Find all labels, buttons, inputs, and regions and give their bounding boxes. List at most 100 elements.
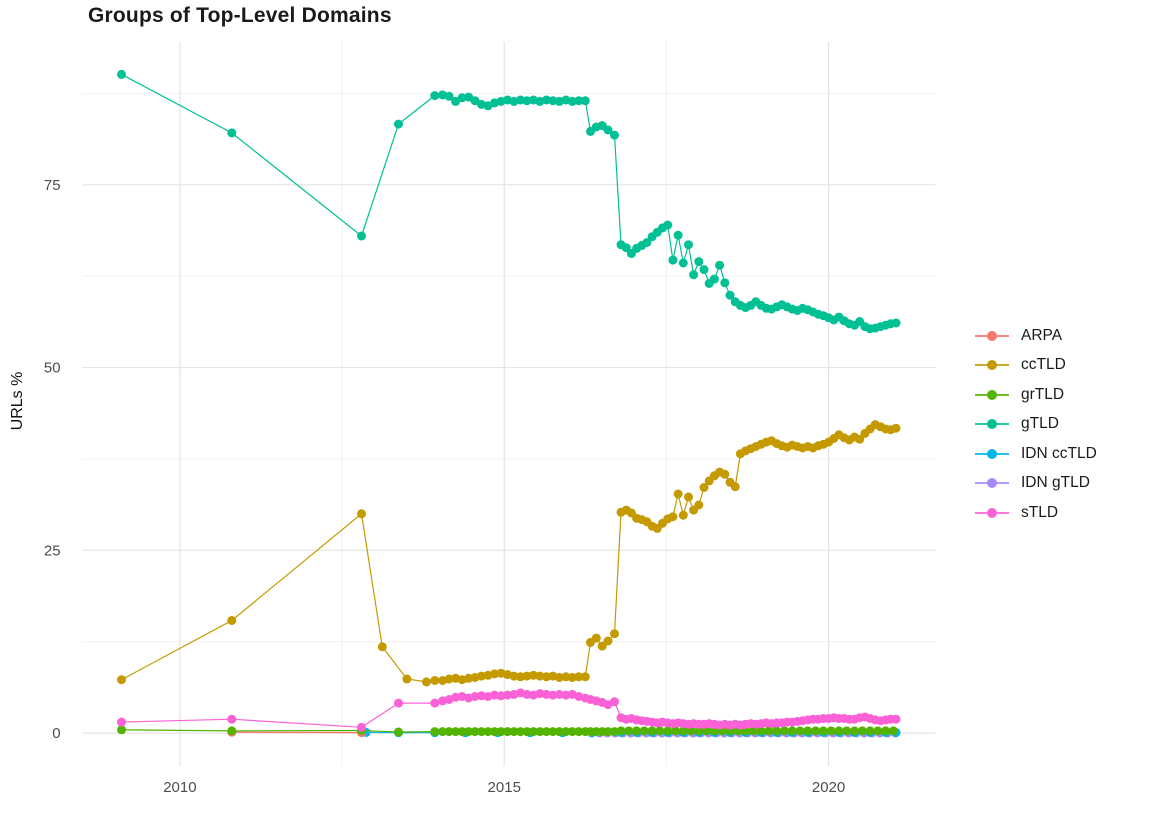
series-point-grTLD: [490, 727, 499, 737]
series-point-sTLD: [470, 692, 480, 701]
series-point-ccTLD: [421, 677, 431, 687]
series-point-grTLD: [451, 727, 461, 737]
series-point-ccTLD: [699, 483, 709, 492]
series-point-ccTLD: [684, 492, 693, 502]
series-point-grTLD: [548, 727, 558, 737]
legend-label: ccTLD: [1021, 356, 1066, 374]
series-point-gTLD: [699, 265, 709, 275]
series-point-gTLD: [541, 95, 551, 105]
series-point-gTLD: [621, 243, 631, 253]
series-point-gTLD: [522, 96, 532, 106]
series-point-grTLD: [694, 726, 704, 736]
legend-item-ccTLD: ccTLD: [975, 351, 1097, 381]
series-point-ccTLD: [673, 489, 683, 499]
legend-key-icon: [975, 358, 1009, 372]
legend-item-sTLD: sTLD: [975, 498, 1097, 528]
series-point-grTLD: [787, 726, 797, 736]
series-point-grTLD: [603, 727, 613, 737]
series-point-ccTLD: [357, 509, 366, 519]
series-point-grTLD: [741, 726, 750, 736]
series-point-grTLD: [394, 727, 403, 737]
x-tick-label: 2015: [488, 779, 521, 796]
series-point-gTLD: [117, 69, 126, 79]
legend-label: IDN ccTLD: [1021, 444, 1097, 462]
series-point-grTLD: [709, 726, 719, 736]
legend-key-icon: [975, 476, 1009, 490]
series-point-grTLD: [888, 726, 898, 736]
series-point-grTLD: [826, 726, 836, 736]
series-point-ccTLD: [541, 672, 551, 682]
series-point-grTLD: [610, 727, 619, 737]
legend-item-IDN-ccTLD: IDN ccTLD: [975, 439, 1097, 469]
legend-label: IDN gTLD: [1021, 474, 1090, 492]
series-point-grTLD: [647, 726, 657, 736]
series-point-grTLD: [873, 726, 883, 736]
series-point-ccTLD: [574, 672, 584, 682]
legend-item-grTLD: grTLD: [975, 380, 1097, 410]
x-tick-label: 2020: [812, 779, 845, 796]
series-point-ccTLD: [535, 671, 545, 681]
series-point-ccTLD: [597, 641, 607, 651]
series-point-grTLD: [795, 726, 805, 736]
series-point-ccTLD: [117, 675, 126, 685]
series-point-ccTLD: [603, 636, 613, 646]
series-point-grTLD: [850, 726, 859, 736]
series-point-grTLD: [117, 725, 126, 735]
series-point-sTLD: [503, 690, 512, 700]
series-point-sTLD: [477, 691, 486, 701]
series-point-gTLD: [663, 220, 673, 230]
series-point-ccTLD: [720, 469, 730, 479]
series-point-grTLD: [509, 727, 519, 737]
series-point-gTLD: [689, 270, 699, 280]
series-point-ccTLD: [377, 642, 387, 652]
series-point-ccTLD: [668, 512, 678, 522]
series-point-grTLD: [811, 726, 821, 736]
series-point-ccTLD: [891, 423, 901, 433]
series-point-grTLD: [535, 727, 545, 737]
series-point-gTLD: [684, 240, 693, 250]
series-point-grTLD: [842, 726, 852, 736]
series-point-gTLD: [430, 91, 440, 101]
series-point-grTLD: [857, 726, 867, 736]
legend-key-icon: [975, 506, 1009, 520]
series-point-ccTLD: [591, 633, 601, 643]
series-point-gTLD: [642, 238, 652, 247]
legend-key-icon: [975, 329, 1009, 343]
series-point-ccTLD: [694, 500, 704, 510]
series-point-gTLD: [357, 231, 366, 241]
series-point-ccTLD: [855, 434, 865, 444]
series-point-gTLD: [574, 96, 584, 106]
y-axis-title: URLs %: [9, 371, 26, 431]
series-point-gTLD: [444, 91, 454, 101]
series-point-grTLD: [803, 726, 813, 736]
series-point-grTLD: [764, 726, 774, 736]
y-tick-label: 75: [44, 177, 61, 194]
series-point-grTLD: [541, 727, 551, 737]
series-point-grTLD: [438, 727, 448, 737]
series-point-gTLD: [715, 260, 725, 270]
legend-label: sTLD: [1021, 503, 1059, 521]
series-point-sTLD: [227, 714, 237, 724]
series-point-grTLD: [756, 726, 766, 736]
series-point-grTLD: [655, 726, 665, 736]
series-line-gTLD: [121, 73, 897, 330]
series-point-grTLD: [639, 726, 649, 736]
legend-key-icon: [975, 447, 1009, 461]
series-point-sTLD: [541, 689, 551, 699]
series-point-gTLD: [709, 274, 719, 284]
legend-key-icon: [975, 388, 1009, 402]
series-point-grTLD: [561, 727, 571, 737]
series-point-sTLD: [522, 689, 532, 699]
series-point-ccTLD: [227, 616, 237, 625]
series-point-grTLD: [663, 726, 673, 736]
series-point-grTLD: [516, 727, 525, 737]
series-point-grTLD: [496, 727, 506, 737]
series-line-ccTLD: [121, 423, 897, 683]
series-point-sTLD: [554, 689, 564, 699]
series-point-grTLD: [227, 726, 237, 736]
series-point-ccTLD: [402, 674, 412, 684]
legend-label: gTLD: [1021, 415, 1059, 433]
series-point-gTLD: [668, 255, 678, 265]
